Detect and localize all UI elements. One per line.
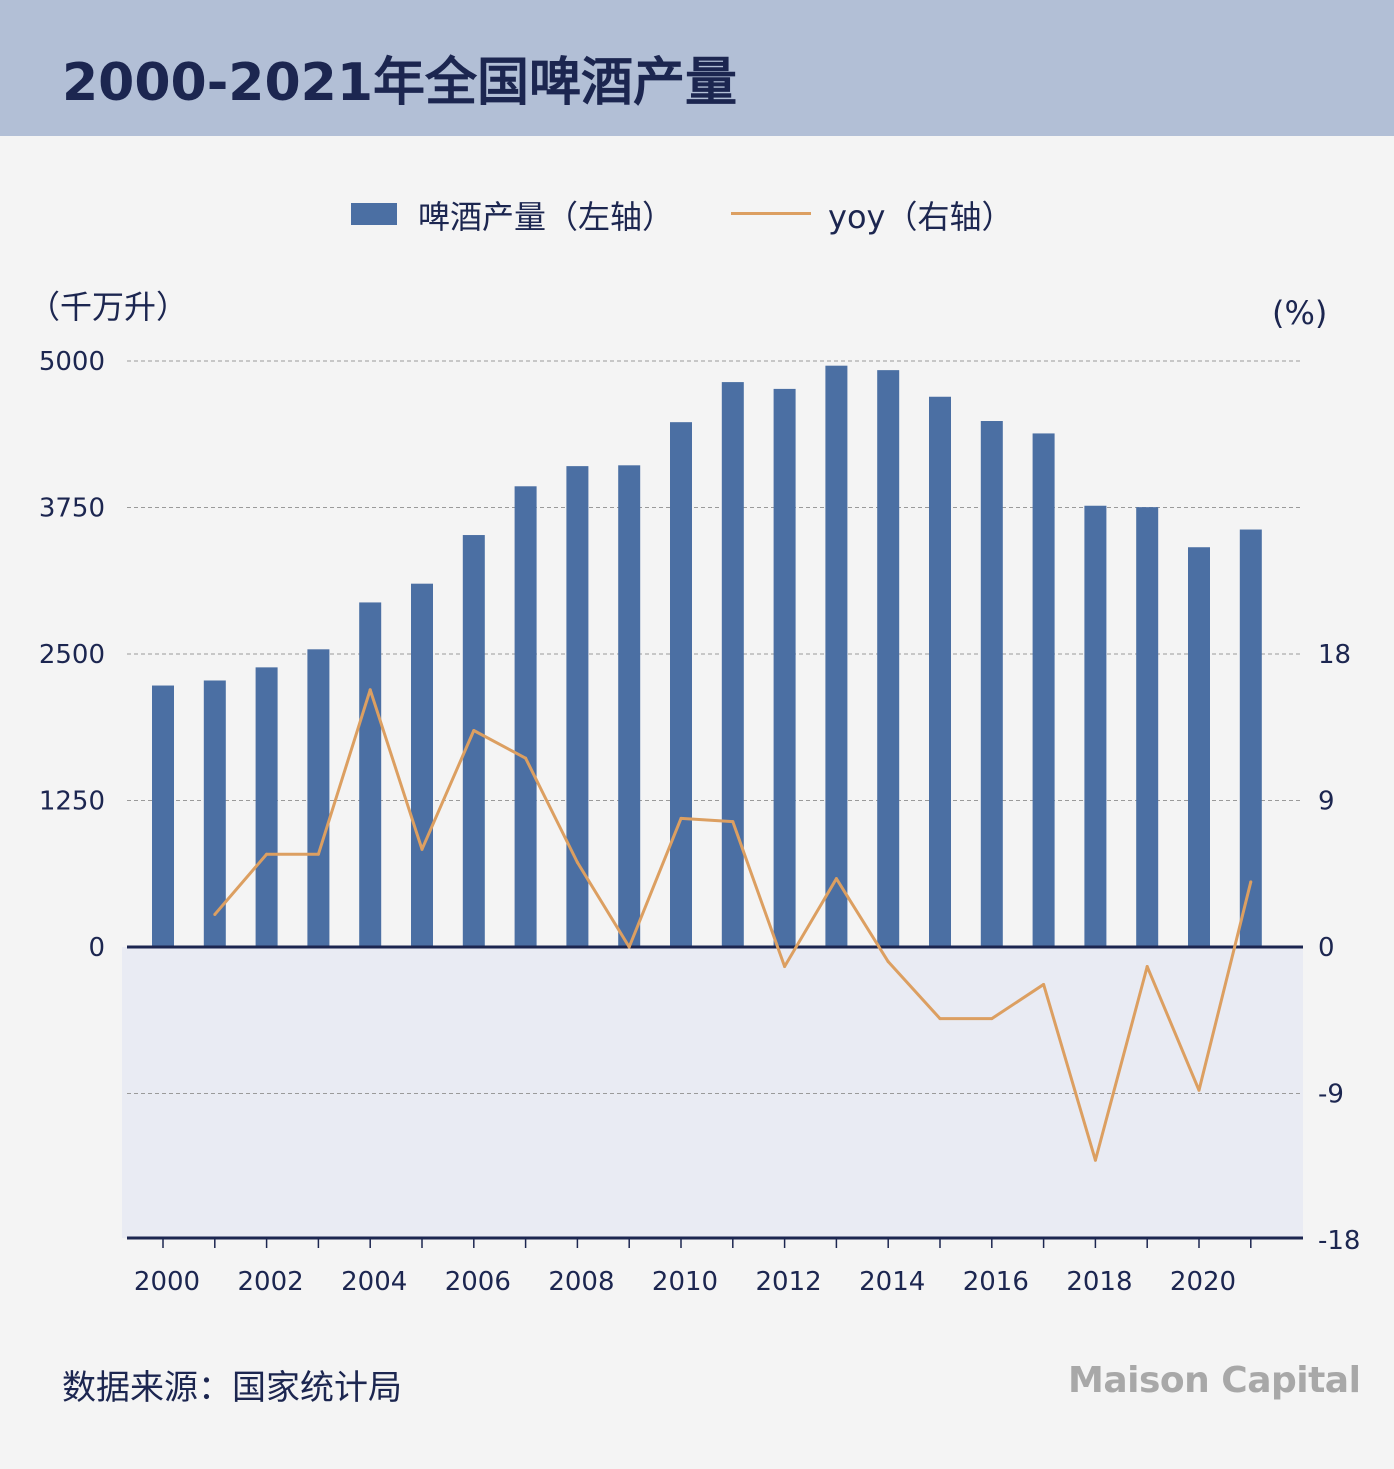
yoy-point-2020 [1197, 1088, 1201, 1092]
yoy-point-2010 [679, 816, 683, 820]
legend-bar-swatch [351, 203, 397, 225]
x-tick-label-2006: 2006 [445, 1267, 511, 1297]
bar-2005 [411, 583, 433, 947]
yoy-point-2004 [368, 688, 372, 692]
bar-2002 [255, 667, 278, 947]
bar-2013 [825, 365, 848, 947]
bar-2017 [1032, 433, 1055, 948]
x-tick-label-2012: 2012 [756, 1267, 822, 1297]
yoy-point-2018 [1093, 1158, 1097, 1162]
legend-line-label: yoy（右轴） [828, 198, 1014, 236]
left-axis-unit: （千万升） [28, 288, 189, 326]
left-tick-label: 5000 [39, 347, 105, 377]
yoy-point-2011 [731, 820, 735, 824]
yoy-point-2007 [524, 756, 528, 760]
bar-2018 [1084, 505, 1107, 947]
header-band: 2000-2021年全国啤酒产量 [0, 0, 1394, 136]
left-tick-label: 2500 [39, 640, 105, 670]
bar-2010 [670, 422, 692, 947]
left-tick-label: 0 [88, 933, 105, 963]
yoy-point-2017 [1042, 982, 1046, 986]
bar-2008 [566, 466, 589, 947]
x-tick-label-2010: 2010 [652, 1267, 718, 1297]
legend-line-swatch [731, 212, 811, 215]
bar-2006 [462, 535, 485, 947]
bar-2019 [1136, 507, 1159, 947]
bar-2016 [980, 421, 1003, 947]
yoy-point-2014 [886, 960, 890, 964]
left-tick-label: 3750 [39, 494, 105, 524]
yoy-point-2005 [420, 847, 424, 851]
right-tick-label: 9 [1318, 787, 1335, 817]
x-tick-label-2014: 2014 [859, 1267, 925, 1297]
bar-2009 [618, 465, 641, 947]
chart-title: 2000-2021年全国啤酒产量 [62, 53, 738, 113]
x-tick-label-2016: 2016 [963, 1267, 1029, 1297]
x-tick-label-2008: 2008 [548, 1267, 614, 1297]
x-tick-label-2018: 2018 [1066, 1267, 1132, 1297]
yoy-point-2003 [316, 852, 320, 856]
right-tick-label: 0 [1318, 933, 1335, 963]
bar-2004 [359, 602, 382, 947]
yoy-point-2006 [472, 729, 476, 733]
bar-2020 [1188, 547, 1210, 947]
yoy-point-2002 [265, 852, 269, 856]
yoy-point-2008 [575, 860, 579, 864]
x-tick-label-2004: 2004 [341, 1267, 407, 1297]
legend-bar-label: 啤酒产量（左轴） [418, 198, 675, 236]
yoy-point-2019 [1145, 965, 1149, 969]
right-tick-label: 18 [1318, 640, 1351, 670]
yoy-point-2009 [627, 945, 631, 949]
bar-2000 [152, 685, 174, 947]
yoy-point-2001 [213, 912, 217, 916]
right-tick-label: -18 [1318, 1226, 1360, 1256]
bar-2021 [1239, 529, 1262, 947]
bar-2014 [877, 370, 900, 947]
bar-2012 [773, 388, 796, 948]
x-tick-label-2000: 2000 [134, 1267, 200, 1297]
bar-2015 [929, 396, 951, 948]
bar-2003 [307, 649, 330, 947]
right-axis-unit: (%) [1272, 294, 1328, 332]
bar-2007 [514, 486, 537, 947]
x-tick-label-2002: 2002 [238, 1267, 304, 1297]
yoy-point-2021 [1249, 880, 1253, 884]
yoy-point-2015 [938, 1017, 942, 1021]
bar-2011 [721, 382, 744, 947]
left-tick-label: 1250 [39, 787, 105, 817]
yoy-point-2016 [990, 1017, 994, 1021]
right-tick-label: -9 [1318, 1080, 1344, 1110]
yoy-point-2013 [834, 877, 838, 881]
bar-2001 [203, 680, 226, 947]
yoy-point-2012 [783, 965, 787, 969]
data-source: 数据来源：国家统计局 [62, 1368, 402, 1408]
brand-logo-text: Maison Capital [1068, 1360, 1361, 1401]
x-tick-label-2020: 2020 [1170, 1267, 1236, 1297]
legend: 啤酒产量（左轴） yoy（右轴） [0, 190, 1394, 236]
negative-region-bg [122, 947, 1303, 1238]
